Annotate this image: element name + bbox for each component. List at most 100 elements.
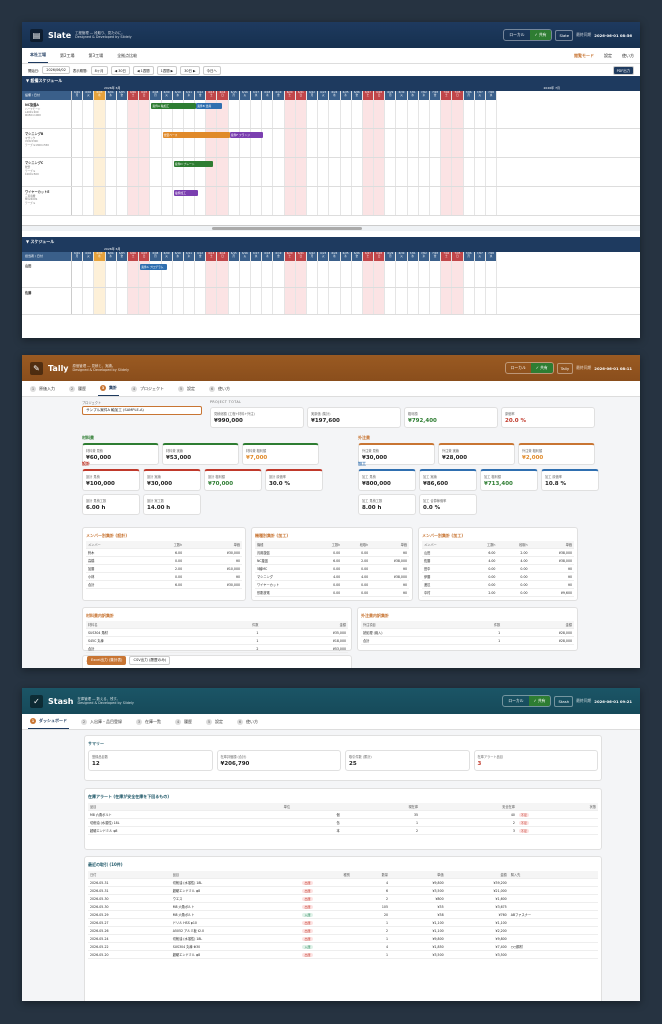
day-cell[interactable] bbox=[374, 129, 386, 157]
day-cell[interactable] bbox=[352, 288, 363, 314]
tab-5[interactable]: 5 設定 bbox=[204, 715, 225, 729]
day-cell[interactable] bbox=[307, 187, 319, 215]
day-cell[interactable] bbox=[162, 158, 173, 186]
day-cell[interactable] bbox=[127, 129, 140, 157]
day-cell[interactable] bbox=[362, 261, 375, 287]
tab-4[interactable]: 4 プロジェクト bbox=[129, 382, 166, 396]
day-cell[interactable] bbox=[72, 158, 84, 186]
day-cell[interactable] bbox=[385, 288, 397, 314]
column-header[interactable]: 金額 bbox=[502, 621, 574, 629]
view-mode-button[interactable]: 閲覧モード bbox=[574, 52, 594, 58]
day-cell[interactable] bbox=[430, 100, 442, 128]
day-cell[interactable] bbox=[318, 129, 330, 157]
column-header[interactable]: 現在庫 bbox=[341, 803, 421, 811]
day-cell[interactable] bbox=[419, 187, 430, 215]
day-cell[interactable] bbox=[452, 129, 464, 157]
day-cell[interactable] bbox=[162, 288, 173, 314]
table-row[interactable]: 渡辺 0.00 0.00 ¥0 bbox=[422, 580, 574, 589]
table-row[interactable]: 山田 6.00 2.00 ¥38,000 bbox=[422, 548, 574, 557]
day-cell[interactable] bbox=[295, 129, 307, 157]
day-cell[interactable] bbox=[362, 129, 375, 157]
day-cell[interactable] bbox=[206, 288, 218, 314]
day-cell[interactable] bbox=[162, 187, 173, 215]
day-cell[interactable] bbox=[430, 288, 442, 314]
day-cell[interactable] bbox=[341, 261, 352, 287]
day-cell[interactable] bbox=[452, 288, 464, 314]
tab-1[interactable]: 1 ダッシュボード bbox=[28, 714, 69, 729]
day-cell[interactable] bbox=[184, 129, 196, 157]
day-cell[interactable] bbox=[195, 158, 207, 186]
tab-factory-2[interactable]: 第2工場 bbox=[60, 52, 75, 58]
day-cell[interactable] bbox=[217, 158, 229, 186]
app-badge[interactable]: Slate bbox=[555, 29, 574, 41]
table-row[interactable]: 切削油 (水溶性) 18L 缶 1 2 不足 bbox=[88, 818, 598, 827]
table-row[interactable]: 2026-05-27 ドリル HSS φ10 出庫 1 ¥1,100 ¥1,100 bbox=[88, 918, 598, 927]
day-cell[interactable] bbox=[240, 288, 251, 314]
column-header[interactable]: 購入先 bbox=[508, 871, 598, 879]
column-header[interactable]: 材料名 bbox=[86, 621, 208, 629]
day-cell[interactable] bbox=[329, 129, 341, 157]
table-row[interactable]: 高橋 0.00 ¥0 bbox=[86, 556, 242, 565]
day-cell[interactable] bbox=[240, 129, 251, 157]
tab-compare[interactable]: 全拠点比較 bbox=[117, 52, 138, 58]
column-header[interactable]: 機種 bbox=[255, 541, 315, 549]
day-cell[interactable] bbox=[139, 100, 151, 128]
table-row[interactable]: 鈴木 6.00 ¥30,000 bbox=[86, 548, 242, 557]
tab-6[interactable]: 6 使い方 bbox=[207, 382, 232, 396]
day-cell[interactable] bbox=[408, 100, 419, 128]
day-cell[interactable] bbox=[362, 187, 375, 215]
tab-factory-3[interactable]: 第3工場 bbox=[88, 52, 104, 58]
schedule-bar[interactable]: 案件F フランジ bbox=[229, 132, 264, 138]
column-header[interactable]: 品目 bbox=[170, 871, 301, 879]
day-cell[interactable] bbox=[329, 100, 341, 128]
day-cell[interactable] bbox=[117, 129, 128, 157]
day-cell[interactable] bbox=[139, 129, 151, 157]
day-cell[interactable] bbox=[127, 261, 140, 287]
column-header[interactable]: 工数h bbox=[465, 541, 498, 549]
day-cell[interactable] bbox=[329, 158, 341, 186]
schedule-bar[interactable]: 案件A 軸加工 bbox=[151, 103, 197, 109]
day-cell[interactable] bbox=[475, 187, 486, 215]
forward-week-button[interactable]: 1週間 ▶ bbox=[156, 65, 178, 75]
day-cell[interactable] bbox=[162, 129, 173, 157]
table-row[interactable]: 2026-05-22 SUS304 丸棒 Φ30 入庫 4 ¥1,850 ¥7,400 ○○… bbox=[88, 942, 598, 951]
day-cell[interactable] bbox=[284, 187, 296, 215]
day-cell[interactable] bbox=[83, 288, 95, 314]
day-cell[interactable] bbox=[441, 100, 453, 128]
day-cell[interactable] bbox=[262, 187, 274, 215]
day-cell[interactable] bbox=[396, 100, 408, 128]
day-cell[interactable] bbox=[441, 288, 453, 314]
app-badge[interactable]: Tally bbox=[556, 362, 574, 374]
day-cell[interactable] bbox=[262, 261, 274, 287]
day-cell[interactable] bbox=[139, 187, 151, 215]
day-cell[interactable] bbox=[307, 261, 319, 287]
day-cell[interactable] bbox=[195, 100, 207, 128]
column-header[interactable]: 件数 bbox=[458, 621, 503, 629]
table-row[interactable]: 2026-05-29 M8 六角ボルト 入庫 20 ¥38 ¥760 ABファスナー bbox=[88, 910, 598, 919]
day-cell[interactable] bbox=[139, 261, 151, 287]
day-cell[interactable] bbox=[72, 261, 84, 287]
day-cell[interactable] bbox=[94, 158, 106, 186]
excel-export-button[interactable]: Excel出力 (集計表) bbox=[87, 656, 127, 665]
day-cell[interactable] bbox=[307, 158, 319, 186]
day-cell[interactable] bbox=[273, 288, 285, 314]
day-cell[interactable] bbox=[206, 129, 218, 157]
day-cell[interactable] bbox=[106, 158, 117, 186]
day-cell[interactable] bbox=[184, 158, 196, 186]
day-cell[interactable] bbox=[195, 129, 207, 157]
day-cell[interactable] bbox=[83, 187, 95, 215]
day-cell[interactable] bbox=[117, 288, 128, 314]
day-cell[interactable] bbox=[464, 261, 475, 287]
day-cell[interactable] bbox=[464, 187, 475, 215]
day-cell[interactable] bbox=[295, 158, 307, 186]
day-cell[interactable] bbox=[94, 261, 106, 287]
day-cell[interactable] bbox=[184, 100, 196, 128]
tab-6[interactable]: 6 使い方 bbox=[235, 715, 260, 729]
table-row[interactable]: 熱処理 (焼入) 1 ¥28,000 bbox=[361, 628, 574, 637]
schedule-bar[interactable]: 案件D プレート bbox=[173, 161, 213, 167]
day-cell[interactable] bbox=[486, 129, 498, 157]
day-cell[interactable] bbox=[318, 288, 330, 314]
day-cell[interactable] bbox=[229, 261, 240, 287]
day-cell[interactable] bbox=[229, 129, 240, 157]
day-cell[interactable] bbox=[486, 158, 498, 186]
